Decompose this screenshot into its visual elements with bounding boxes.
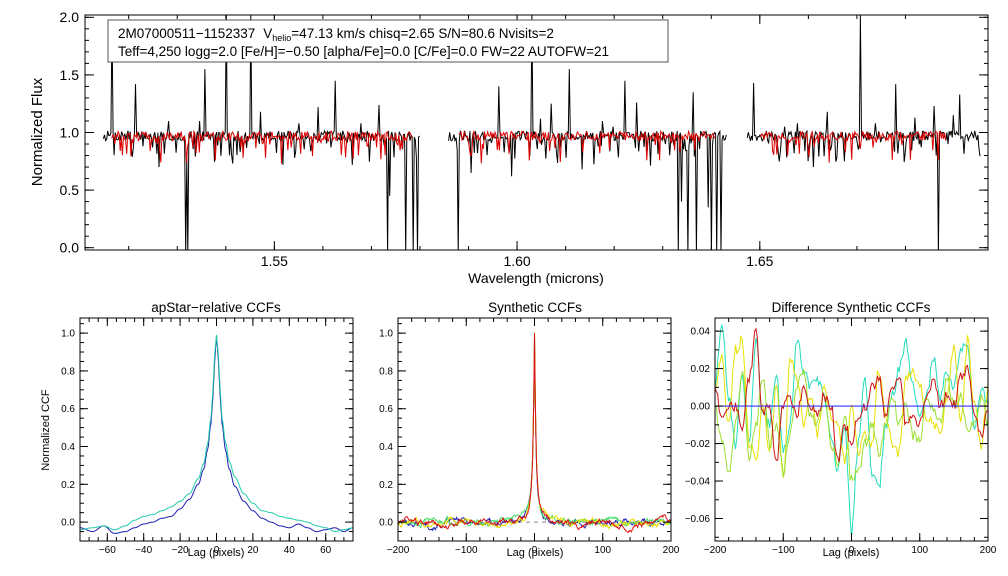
x-tick-label: 200 <box>980 545 997 556</box>
y-tick-label: 0.00 <box>691 402 711 413</box>
synthetic-ccf-panel: Synthetic CCFs −200 −100 0 100 200 0.0 0.2 0.4 0… <box>379 300 680 559</box>
info-star-id: 2M07000511−1152337 <box>118 26 255 41</box>
x-tick-label: 1.55 <box>261 253 288 269</box>
apstar-ccf-panel: apStar−relative CCFs −60 −40 −20 0 20 40 60 0.0… <box>40 300 354 559</box>
x-tick-label: −20 <box>172 545 189 556</box>
spectrum-ylabel: Normalized Flux <box>29 77 46 186</box>
y-tick-label: 0.5 <box>60 182 80 198</box>
info-line1-values: =47.13 km/s chisq=2.65 S/N=80.6 Nvisits=… <box>291 26 554 41</box>
apstar-ylabel: Normalized CCF <box>40 389 52 471</box>
apstar-ticks: −60 −40 −20 0 20 40 60 0.0 0.2 0.4 0.6 0.8 1.0 <box>61 318 354 556</box>
difference-ccf-panel: Difference Synthetic CCFs −200 −100 0 100 20… <box>685 300 997 559</box>
y-tick-label: 0.0 <box>379 518 393 529</box>
y-tick-label: −0.04 <box>685 477 711 488</box>
spectrum-xlabel: Wavelength (microns) <box>468 270 604 286</box>
x-tick-label: 0 <box>532 545 538 556</box>
x-tick-label: 1.60 <box>503 253 530 269</box>
x-tick-label: −40 <box>135 545 152 556</box>
x-tick-label: 0 <box>849 545 855 556</box>
spectrum-data <box>102 15 981 250</box>
y-tick-label: 0.04 <box>691 327 711 338</box>
x-tick-label: −100 <box>772 545 795 556</box>
y-tick-label: 0.0 <box>61 518 75 529</box>
y-tick-label: −0.02 <box>685 439 711 450</box>
spectrum-info-box <box>107 19 669 63</box>
apstar-data <box>79 334 354 534</box>
y-tick-label: 0.2 <box>61 480 75 491</box>
x-tick-label: 60 <box>320 545 332 556</box>
difference-ticks: −200 −100 0 100 200 −0.06 −0.04 −0.02 0.00 0.02 0.… <box>685 318 997 556</box>
y-tick-label: 0.0 <box>60 240 80 256</box>
difference-series-yellow <box>714 335 989 479</box>
synthetic-xlabel: Lag (pixels) <box>507 547 564 559</box>
difference-series-green <box>714 369 989 481</box>
y-tick-label: 0.6 <box>61 404 75 415</box>
x-tick-label: 100 <box>911 545 928 556</box>
x-tick-label: 100 <box>594 545 611 556</box>
difference-title: Difference Synthetic CCFs <box>772 300 931 315</box>
y-tick-label: 2.0 <box>60 9 80 25</box>
info-v-subscript: helio <box>272 33 291 43</box>
synthetic-series-yellow <box>397 332 672 530</box>
spectrum-panel: 1.55 1.60 1.65 0.0 0.5 1.0 1.5 2.0 2M07000511−1… <box>29 9 989 286</box>
x-tick-label: −60 <box>99 545 116 556</box>
observed-spectrum-line <box>448 15 727 250</box>
observed-spectrum-line <box>746 15 981 250</box>
synthetic-title: Synthetic CCFs <box>488 300 582 315</box>
synthetic-series-red <box>397 333 672 534</box>
model-spectrum-line <box>458 129 716 164</box>
y-tick-label: 0.02 <box>691 364 711 375</box>
y-tick-label: 1.0 <box>61 329 75 340</box>
spectrum-info-line2: Teff=4,250 logg=2.0 [Fe/H]=−0.50 [alpha/… <box>118 44 609 59</box>
synthetic-ticks: −200 −100 0 100 200 0.0 0.2 0.4 0.6 0.8 1.0 <box>379 318 680 556</box>
y-tick-label: 0.4 <box>61 442 75 453</box>
y-tick-label: 1.0 <box>379 329 393 340</box>
y-tick-label: 0.8 <box>61 366 75 377</box>
difference-xlabel: Lag (pixels) <box>823 547 880 559</box>
difference-series-red <box>714 327 989 463</box>
apstar-series-2 <box>79 334 353 533</box>
apstar-title: apStar−relative CCFs <box>151 300 281 315</box>
model-spectrum-line <box>111 129 413 164</box>
y-tick-label: 0.6 <box>379 404 393 415</box>
x-tick-label: −100 <box>455 545 478 556</box>
y-tick-label: −0.06 <box>685 514 711 525</box>
y-tick-label: 0.2 <box>379 480 393 491</box>
x-tick-label: −200 <box>704 545 727 556</box>
x-tick-label: −200 <box>387 545 410 556</box>
difference-data <box>714 324 989 538</box>
x-tick-label: 200 <box>663 545 680 556</box>
y-tick-label: 1.5 <box>60 67 80 83</box>
model-spectrum-line <box>759 129 947 163</box>
x-tick-label: 20 <box>247 545 259 556</box>
spectrum-lines <box>102 15 981 250</box>
x-tick-label: 1.65 <box>746 253 773 269</box>
x-tick-label: 40 <box>284 545 296 556</box>
y-tick-label: 1.0 <box>60 124 80 140</box>
y-tick-label: 0.4 <box>379 442 393 453</box>
apstar-xlabel: Lag (pixels) <box>188 547 245 559</box>
spectrum-info-line1: 2M07000511−1152337 Vhelio=47.13 km/s chis… <box>118 26 554 43</box>
x-tick-label: 0 <box>214 545 220 556</box>
info-v-label: V <box>263 26 272 41</box>
y-tick-label: 0.8 <box>379 366 393 377</box>
synthetic-data <box>397 332 672 534</box>
